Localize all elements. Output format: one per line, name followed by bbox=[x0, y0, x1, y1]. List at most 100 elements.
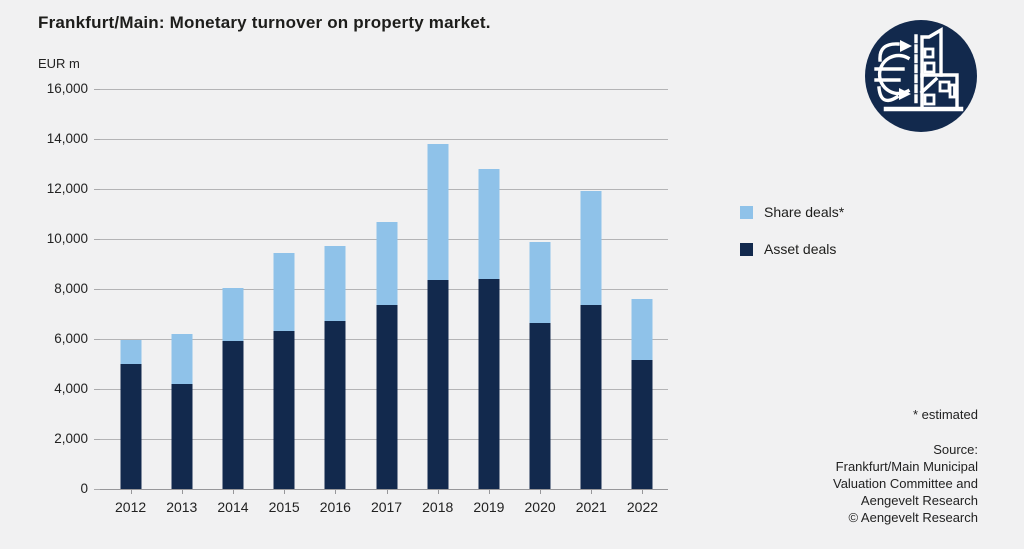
x-tick-label: 2014 bbox=[217, 499, 249, 515]
bar-stack bbox=[222, 288, 244, 489]
bar-stack bbox=[631, 299, 653, 489]
gridline bbox=[100, 139, 668, 140]
bar-column-2020 bbox=[515, 89, 566, 494]
bar-column-2012 bbox=[105, 89, 156, 494]
x-tick-mark bbox=[488, 489, 490, 494]
source-line: Aengevelt Research bbox=[860, 493, 978, 508]
bar-segment-asset-deals bbox=[376, 305, 398, 489]
source-line: Source: bbox=[933, 442, 978, 457]
page-title: Frankfurt/Main: Monetary turnover on pro… bbox=[38, 13, 491, 32]
x-tick-label: 2015 bbox=[268, 499, 300, 515]
gridline bbox=[100, 189, 668, 190]
legend-item-asset-deals: Asset deals bbox=[740, 241, 844, 257]
x-tick-mark bbox=[284, 489, 286, 494]
bar-column-2022 bbox=[617, 89, 668, 494]
x-tick-mark bbox=[181, 489, 183, 494]
x-axis-line bbox=[100, 489, 668, 490]
bar-segment-share-deals bbox=[171, 334, 193, 384]
bar-stack bbox=[478, 169, 500, 489]
y-tick-label: 12,000 bbox=[46, 181, 88, 196]
bar-segment-share-deals bbox=[324, 246, 346, 321]
y-tick-label: 8,000 bbox=[54, 281, 88, 296]
bar-segment-share-deals bbox=[427, 144, 449, 280]
bar-column-2019 bbox=[463, 89, 514, 494]
y-tick-label: 2,000 bbox=[54, 431, 88, 446]
estimated-footnote: * estimated bbox=[912, 407, 978, 422]
bar-segment-share-deals bbox=[529, 242, 551, 323]
x-tick-label: 2022 bbox=[626, 499, 659, 515]
bar-segment-share-deals bbox=[222, 288, 244, 341]
bar-segment-asset-deals bbox=[120, 364, 142, 489]
bar-stack bbox=[580, 191, 602, 489]
y-axis-unit-label: EUR m bbox=[38, 56, 80, 71]
x-tick-mark bbox=[642, 489, 644, 494]
bar-segment-share-deals bbox=[273, 253, 295, 331]
bar-stack bbox=[273, 253, 295, 489]
bar-segment-asset-deals bbox=[427, 280, 449, 489]
bar-column-2013 bbox=[156, 89, 207, 494]
aengevelt-logo bbox=[864, 19, 978, 133]
legend-label-asset-deals: Asset deals bbox=[764, 241, 837, 257]
legend-swatch-share-deals bbox=[740, 205, 753, 219]
y-tick-mark bbox=[94, 289, 100, 290]
y-tick-label: 10,000 bbox=[46, 231, 88, 246]
bar-segment-asset-deals bbox=[631, 360, 653, 489]
bar-column-2021 bbox=[566, 89, 617, 494]
y-tick-mark bbox=[94, 339, 100, 340]
bar-column-2018 bbox=[412, 89, 463, 494]
bar-segment-share-deals bbox=[580, 191, 602, 305]
bars-layer bbox=[105, 89, 668, 494]
y-tick-mark bbox=[94, 89, 100, 90]
x-tick-label: 2013 bbox=[166, 499, 198, 515]
source-attribution: Source: Frankfurt/Main Municipal Valuation… bbox=[833, 441, 978, 526]
legend-item-share-deals: Share deals* bbox=[740, 204, 844, 220]
x-tick-mark bbox=[591, 489, 593, 494]
legend-label-share-deals: Share deals* bbox=[764, 204, 845, 220]
x-axis: 2012 2013 2014 2015 2016 2017 2018 2019 2020 2021… bbox=[105, 499, 668, 515]
source-line: Frankfurt/Main Municipal bbox=[835, 459, 978, 474]
x-tick-mark bbox=[386, 489, 388, 494]
bar-stack bbox=[324, 246, 346, 489]
y-tick-label: 0 bbox=[80, 481, 88, 496]
y-tick-label: 4,000 bbox=[54, 381, 88, 396]
bar-segment-asset-deals bbox=[478, 279, 500, 489]
x-tick-mark bbox=[335, 489, 337, 494]
x-tick-mark bbox=[437, 489, 439, 494]
bar-segment-asset-deals bbox=[529, 323, 551, 489]
legend-swatch-asset-deals bbox=[740, 242, 753, 256]
bar-stack bbox=[120, 340, 142, 489]
bar-stack bbox=[529, 242, 551, 489]
x-tick-mark bbox=[540, 489, 542, 494]
y-tick-label: 6,000 bbox=[54, 331, 88, 346]
euro-property-icon bbox=[865, 20, 977, 132]
x-tick-label: 2018 bbox=[422, 499, 454, 515]
bar-stack bbox=[427, 144, 449, 489]
bar-segment-share-deals bbox=[478, 169, 500, 279]
bar-segment-asset-deals bbox=[324, 321, 346, 489]
x-tick-mark bbox=[232, 489, 234, 494]
source-line: Valuation Committee and bbox=[832, 476, 978, 491]
y-axis: 16,000 14,000 12,000 10,000 8,000 6,000 4,000 2… bbox=[0, 81, 88, 496]
x-tick-label: 2012 bbox=[115, 499, 147, 515]
bar-segment-asset-deals bbox=[171, 384, 193, 489]
bar-segment-share-deals bbox=[120, 340, 142, 364]
bar-segment-share-deals bbox=[376, 222, 398, 305]
bar-stack bbox=[171, 334, 193, 489]
y-tick-mark bbox=[94, 439, 100, 440]
source-line: © Aengevelt Research bbox=[848, 510, 978, 525]
y-tick-label: 14,000 bbox=[46, 131, 88, 146]
x-tick-label: 2019 bbox=[473, 499, 505, 515]
bar-segment-asset-deals bbox=[580, 305, 602, 489]
y-tick-mark bbox=[94, 239, 100, 240]
bar-column-2017 bbox=[361, 89, 412, 494]
bar-column-2016 bbox=[310, 89, 361, 494]
x-tick-label: 2020 bbox=[524, 499, 556, 515]
bar-column-2015 bbox=[259, 89, 310, 494]
y-tick-mark bbox=[94, 489, 100, 490]
x-tick-label: 2016 bbox=[319, 499, 351, 515]
bar-segment-asset-deals bbox=[273, 331, 295, 489]
bar-stack bbox=[376, 222, 398, 489]
x-tick-mark bbox=[130, 489, 132, 494]
x-tick-label: 2021 bbox=[575, 499, 607, 515]
x-tick-label: 2017 bbox=[370, 499, 403, 515]
